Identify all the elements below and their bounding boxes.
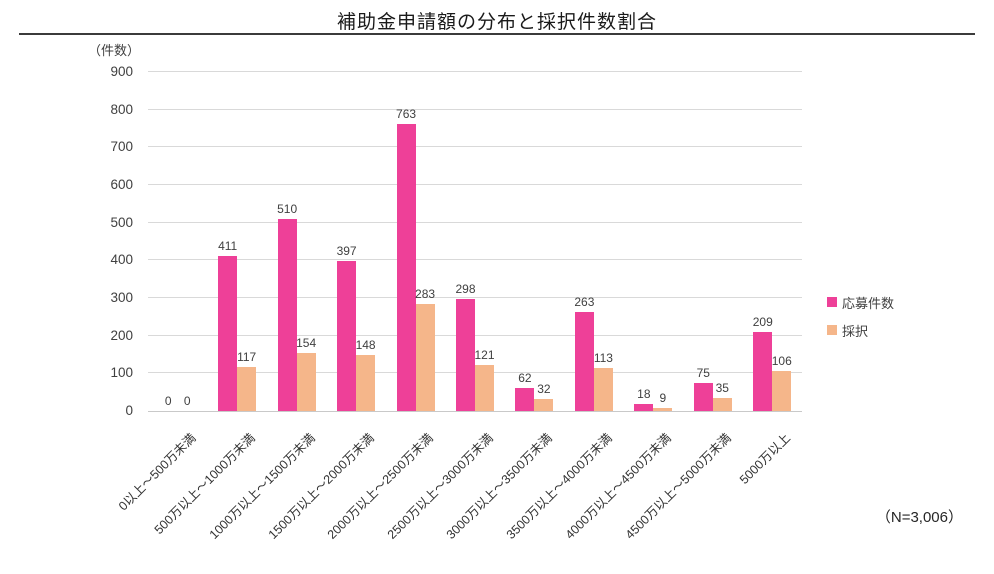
y-tick-label: 200 [110, 327, 133, 343]
x-category-label: 3500万以上～4000万未満 [503, 430, 615, 542]
bar-group: 263 113 [564, 72, 623, 411]
legend-swatch-adopted-icon [827, 325, 837, 335]
bar-adopted: 32 [534, 382, 554, 411]
bar-value-label: 397 [336, 244, 357, 259]
gridline [148, 71, 802, 72]
bar-value-label: 298 [455, 281, 476, 296]
bar-value-label: 32 [537, 381, 551, 396]
gridline [148, 108, 802, 110]
legend-item-applications: 応募件数 [827, 294, 895, 311]
bar-applications: 62 [515, 371, 535, 411]
gridline [148, 259, 802, 261]
bar-value-label: 763 [396, 106, 417, 121]
bar-value-label: 411 [218, 239, 238, 254]
bar-adopted: 148 [356, 338, 376, 411]
x-category-label: 1000万以上～1500万未満 [206, 430, 318, 542]
y-tick-label: 400 [110, 252, 133, 268]
bar-value-label: 283 [415, 287, 436, 302]
bar-group: 763 283 [386, 72, 445, 411]
y-tick-label: 600 [110, 177, 133, 192]
sample-size-label: （N=3,006） [875, 509, 963, 526]
y-tick-label: 800 [110, 101, 133, 117]
bar-group: 298 121 [445, 72, 504, 411]
gridline [148, 334, 802, 336]
bar-applications: 411 [218, 239, 237, 411]
bar-value-label: 117 [237, 349, 257, 364]
x-category-label: 4500万以上～5000万未満 [622, 430, 734, 542]
bar-group: 397 148 [326, 72, 385, 411]
bar-value-label: 154 [296, 336, 317, 350]
title-divider [19, 33, 975, 35]
chart-title: 補助金申請額の分布と採択件数割合 [336, 12, 657, 33]
y-tick-label: 0 [125, 403, 133, 418]
bar-value-label: 209 [752, 315, 773, 330]
y-tick-label: 500 [110, 214, 133, 230]
bar-applications: 75 [693, 366, 713, 411]
bar-value-label: 18 [637, 387, 651, 402]
bar-value-label: 113 [593, 351, 613, 366]
plot-area: 0 0 411 117 510 154 397 148 763 283 298 121 62 32 263 1… [148, 71, 802, 412]
bar-applications: 397 [337, 244, 357, 411]
bar-adopted: 9 [653, 391, 673, 411]
bar-adopted: 106 [772, 354, 792, 411]
bar-adopted: 35 [712, 381, 732, 411]
bar-value-label: 263 [574, 294, 595, 309]
bar-value-label: 9 [659, 390, 667, 405]
x-category-label: 2500万以上～3000万未満 [384, 430, 496, 542]
x-category-label: 4000万以上～4500万未満 [562, 430, 675, 542]
bar-applications: 209 [753, 315, 773, 411]
x-category-label: 500万以上～1000万未満 [151, 430, 258, 538]
bar-value-label: 106 [771, 354, 792, 369]
x-category-label: 1500万以上～2000万未満 [265, 430, 377, 542]
bar-value-label: 510 [277, 201, 298, 216]
bar-group: 75 35 [683, 72, 742, 411]
y-axis: 0 100 200 300 400 500 600 700 800 900 [0, 64, 133, 418]
x-category-label: 3000万以上～3500万未満 [444, 430, 556, 542]
bar-group: 62 32 [505, 72, 564, 411]
bar-value-label: 62 [518, 370, 532, 385]
y-axis-unit-label: （件数） [88, 43, 141, 58]
bar-value-label: 0 [183, 394, 191, 408]
legend-label-applications: 応募件数 [842, 295, 895, 311]
bar-value-label: 35 [715, 380, 729, 395]
bar-group: 411 117 [207, 72, 266, 411]
bar-adopted: 154 [296, 336, 316, 411]
x-category-label: 2000万以上～2500万未満 [325, 430, 437, 542]
legend-swatch-applications-icon [827, 297, 837, 307]
bar-applications: 298 [455, 282, 476, 411]
x-category-label: 5000万以上 [736, 430, 794, 487]
bar-value-label: 0 [164, 394, 172, 408]
bar-adopted: 121 [474, 348, 495, 411]
bar-value-label: 75 [696, 365, 710, 380]
bar-group: 209 106 [743, 72, 802, 411]
bar-value-label: 148 [355, 338, 376, 353]
gridline [148, 146, 802, 148]
y-tick-label: 100 [110, 365, 133, 381]
gridline [148, 184, 802, 185]
bar-group: 18 9 [624, 72, 683, 411]
gridline [148, 221, 802, 223]
bar-adopted: 283 [415, 287, 435, 411]
y-tick-label: 900 [110, 64, 133, 79]
bar-value-label: 121 [474, 348, 495, 363]
legend-label-adopted: 採択 [842, 323, 869, 339]
gridline [148, 297, 802, 298]
bar-applications: 263 [574, 295, 594, 411]
bar-applications: 510 [277, 202, 297, 411]
y-tick-label: 700 [110, 139, 133, 155]
bar-applications: 763 [396, 107, 416, 411]
legend-item-adopted: 採択 [827, 322, 894, 339]
legend: 応募件数 採択 [827, 294, 894, 350]
y-tick-label: 300 [110, 290, 133, 305]
bar-applications: 18 [634, 387, 654, 411]
bar-adopted: 117 [237, 350, 256, 411]
bar-group: 510 154 [267, 72, 326, 411]
bar-adopted: 113 [594, 351, 613, 411]
